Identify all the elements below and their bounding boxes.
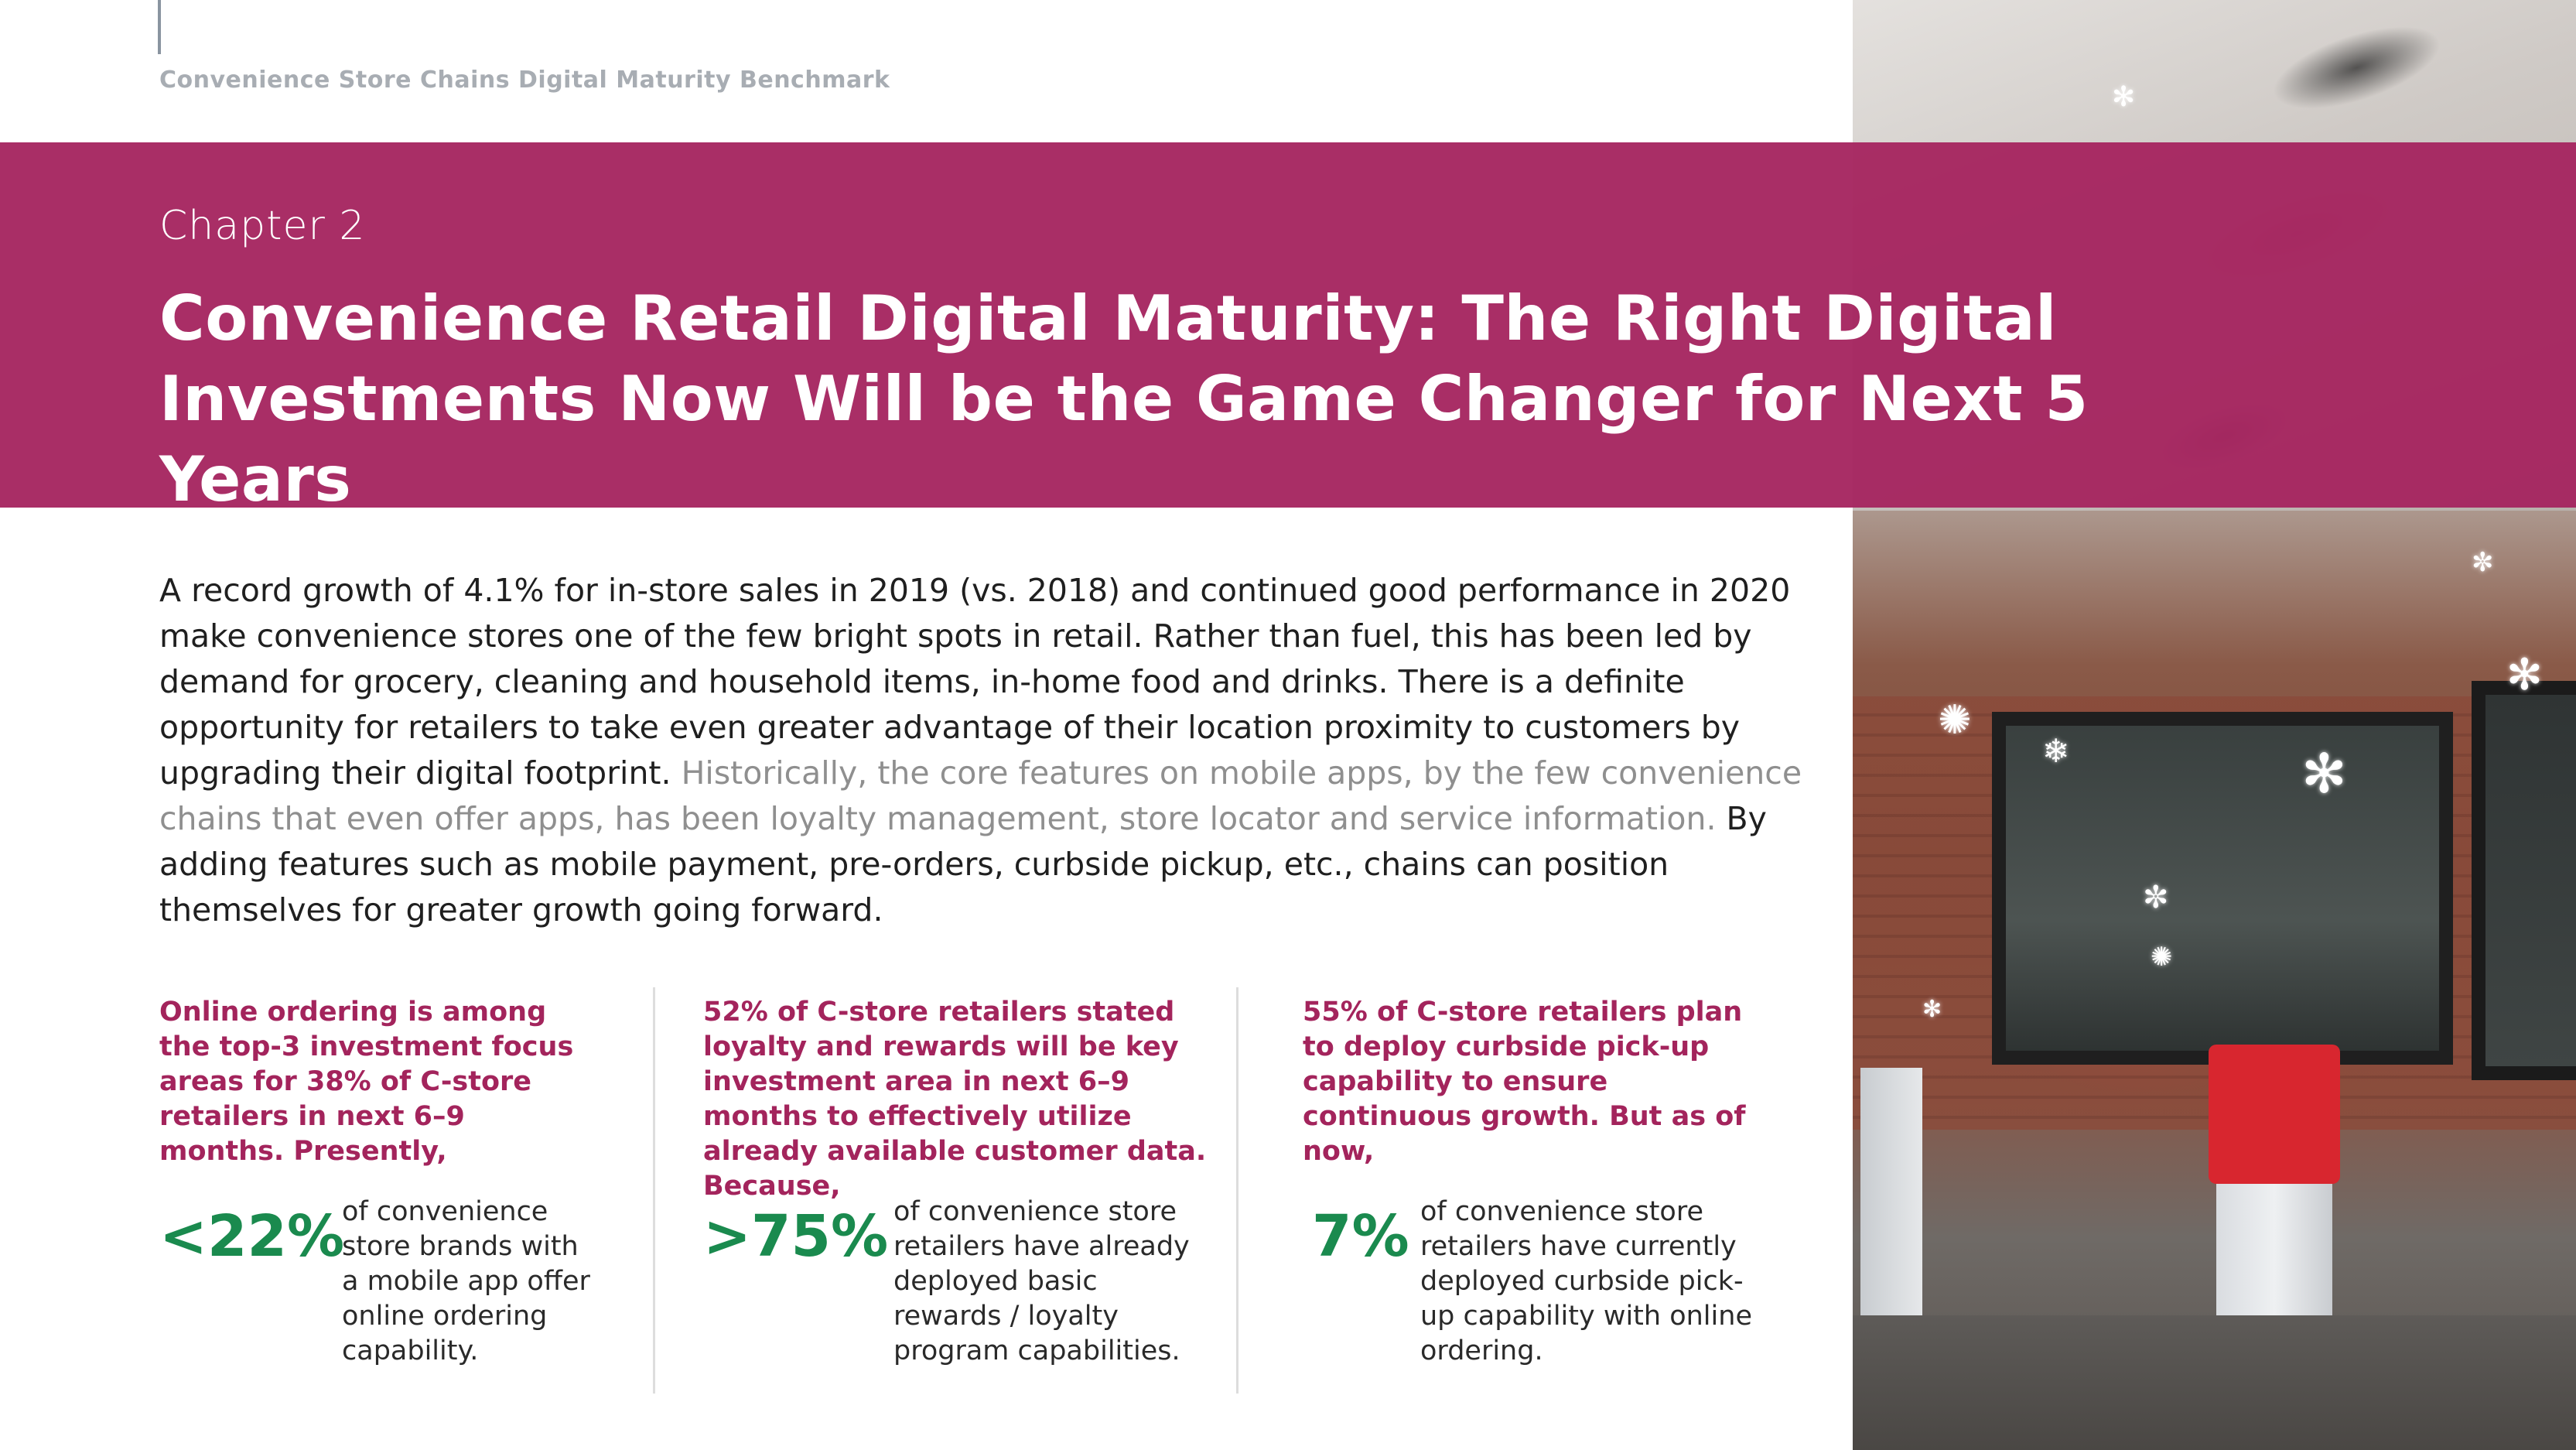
- column-divider: [1236, 987, 1238, 1394]
- stat-description: of convenience store retailers have alre…: [893, 1196, 1190, 1366]
- snowflake-icon: ✻: [2112, 81, 2136, 113]
- intro-paragraph: A record growth of 4.1% for in-store sal…: [159, 568, 1815, 933]
- header-rule: [158, 0, 161, 54]
- snowflake-icon: ✻: [1922, 996, 1942, 1023]
- stat-column-loyalty: 52% of C-store retailers stated loyalty …: [703, 995, 1214, 1397]
- snowflake-icon: ✻: [2301, 742, 2347, 805]
- chapter-title-line-2: Investments Now Will be the Game Changer…: [159, 363, 2089, 515]
- stat-column-curbside: 55% of C-store retailers plan to deploy …: [1303, 995, 1767, 1397]
- snowflake-icon: ✺: [2151, 942, 2173, 973]
- chapter-title: Convenience Retail Digital Maturity: The…: [159, 279, 2171, 520]
- stat-figure: 7%: [1312, 1203, 1409, 1270]
- ground: [1853, 1315, 2576, 1450]
- stat-column-online-ordering: Online ordering is among the top-3 inves…: [159, 995, 593, 1397]
- intro-text-muted: Historically, the core features on mobil…: [159, 754, 1802, 837]
- store-window-right: [2472, 681, 2576, 1080]
- chapter-title-line-1: Convenience Retail Digital Maturity: The…: [159, 282, 2057, 354]
- red-sign: [2209, 1045, 2340, 1184]
- snowflake-icon: ✺: [1938, 697, 1972, 744]
- column-divider: [653, 987, 655, 1394]
- snowflake-icon: ✼: [2472, 547, 2494, 578]
- running-title: Convenience Store Chains Digital Maturit…: [159, 67, 890, 94]
- stat-lead: Online ordering is among the top-3 inves…: [159, 997, 574, 1167]
- intro-text-2: By adding features such as mobile paymen…: [159, 800, 1767, 928]
- snowflake-icon: ✼: [2143, 880, 2169, 915]
- snowflake-icon: ❄: [2042, 732, 2070, 770]
- stat-lead: 52% of C-store retailers stated loyalty …: [703, 997, 1207, 1202]
- store-window: [1992, 712, 2453, 1065]
- stat-description: of convenience store retailers have curr…: [1420, 1196, 1752, 1366]
- intro-text-1: A record growth of 4.1% for in-store sal…: [159, 572, 1791, 792]
- chapter-band: [0, 142, 2576, 508]
- chapter-label: Chapter 2: [159, 203, 366, 249]
- stat-figure: <22%: [159, 1203, 345, 1270]
- stat-lead: 55% of C-store retailers plan to deploy …: [1303, 997, 1746, 1167]
- snowflake-icon: ✻: [2506, 650, 2543, 700]
- stat-description: of convenience store brands with a mobil…: [342, 1196, 590, 1366]
- stat-figure: >75%: [703, 1203, 889, 1270]
